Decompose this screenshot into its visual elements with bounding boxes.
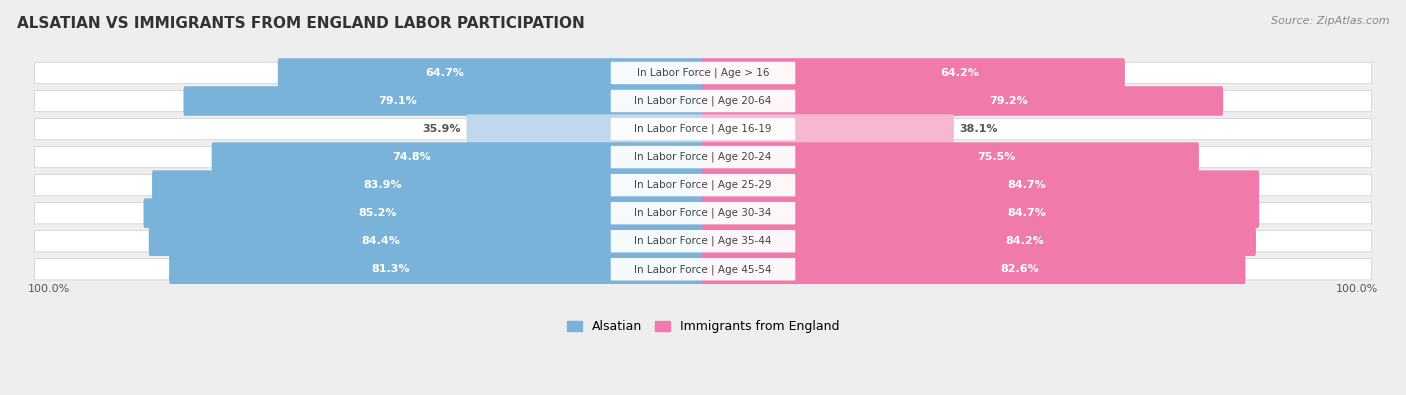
FancyBboxPatch shape [467,114,704,144]
FancyBboxPatch shape [35,147,1371,168]
FancyBboxPatch shape [610,146,796,168]
FancyBboxPatch shape [35,203,1371,224]
FancyBboxPatch shape [702,86,1223,116]
Text: In Labor Force | Age 45-54: In Labor Force | Age 45-54 [634,264,772,275]
FancyBboxPatch shape [183,86,704,116]
Text: In Labor Force | Age 35-44: In Labor Force | Age 35-44 [634,236,772,246]
FancyBboxPatch shape [35,90,1371,112]
FancyBboxPatch shape [702,226,1256,256]
Text: 75.5%: 75.5% [977,152,1015,162]
Text: 82.6%: 82.6% [1000,264,1039,274]
Text: In Labor Force | Age 20-64: In Labor Force | Age 20-64 [634,96,772,106]
FancyBboxPatch shape [35,175,1371,196]
FancyBboxPatch shape [702,114,953,144]
FancyBboxPatch shape [212,142,704,172]
Text: 100.0%: 100.0% [28,284,70,294]
Text: 100.0%: 100.0% [1336,284,1378,294]
FancyBboxPatch shape [610,174,796,196]
Text: 38.1%: 38.1% [959,124,998,134]
FancyBboxPatch shape [610,230,796,252]
Text: 84.2%: 84.2% [1005,236,1045,246]
Text: In Labor Force | Age 20-24: In Labor Force | Age 20-24 [634,152,772,162]
Text: 79.1%: 79.1% [378,96,418,106]
Text: In Labor Force | Age 30-34: In Labor Force | Age 30-34 [634,208,772,218]
FancyBboxPatch shape [702,170,1260,200]
Text: In Labor Force | Age 25-29: In Labor Force | Age 25-29 [634,180,772,190]
Text: In Labor Force | Age 16-19: In Labor Force | Age 16-19 [634,124,772,134]
Text: 85.2%: 85.2% [359,208,398,218]
Text: In Labor Force | Age > 16: In Labor Force | Age > 16 [637,68,769,78]
FancyBboxPatch shape [702,254,1246,284]
FancyBboxPatch shape [35,259,1371,280]
FancyBboxPatch shape [278,58,704,88]
FancyBboxPatch shape [35,62,1371,84]
FancyBboxPatch shape [610,118,796,140]
Legend: Alsatian, Immigrants from England: Alsatian, Immigrants from England [562,316,844,339]
Text: 64.2%: 64.2% [939,68,979,78]
Text: 81.3%: 81.3% [371,264,411,274]
Text: 84.7%: 84.7% [1007,180,1046,190]
Text: 74.8%: 74.8% [392,152,432,162]
FancyBboxPatch shape [152,170,704,200]
Text: 79.2%: 79.2% [988,96,1028,106]
FancyBboxPatch shape [702,58,1125,88]
Text: Source: ZipAtlas.com: Source: ZipAtlas.com [1271,16,1389,26]
FancyBboxPatch shape [610,90,796,112]
FancyBboxPatch shape [35,231,1371,252]
FancyBboxPatch shape [149,226,704,256]
Text: 83.9%: 83.9% [363,180,402,190]
FancyBboxPatch shape [169,254,704,284]
FancyBboxPatch shape [610,62,796,84]
FancyBboxPatch shape [35,118,1371,140]
FancyBboxPatch shape [143,198,704,228]
Text: 84.7%: 84.7% [1007,208,1046,218]
FancyBboxPatch shape [702,142,1199,172]
Text: 64.7%: 64.7% [426,68,464,78]
Text: ALSATIAN VS IMMIGRANTS FROM ENGLAND LABOR PARTICIPATION: ALSATIAN VS IMMIGRANTS FROM ENGLAND LABO… [17,16,585,31]
FancyBboxPatch shape [702,198,1260,228]
Text: 35.9%: 35.9% [423,124,461,134]
Text: 84.4%: 84.4% [361,236,401,246]
FancyBboxPatch shape [610,258,796,280]
FancyBboxPatch shape [610,202,796,224]
